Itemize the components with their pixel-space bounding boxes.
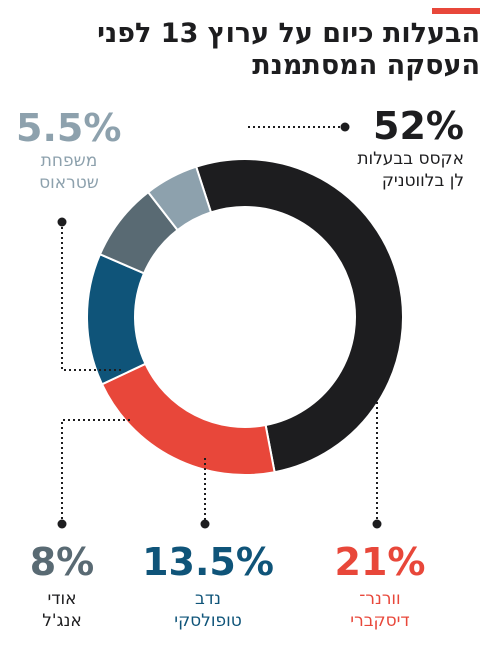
pct-label-slice-0: 52% (373, 104, 464, 148)
chart-title-line-2: העסקה המסתמנת (252, 50, 480, 81)
leader-slice-1-dot (372, 519, 382, 529)
name-label-slice-0-line-1: אקסס בבעלות (357, 149, 464, 169)
chart-title-line-1: הבעלות כיום על ערוץ 13 לפני (97, 18, 480, 49)
leader-slice-3 (61, 419, 130, 524)
donut-slice-4 (146, 165, 213, 232)
pct-label-slice-1: 21% (334, 540, 426, 584)
pct-label-slice-4: 5.5% (16, 106, 122, 150)
name-label-slice-4: משפחת שטראוס (16, 150, 122, 194)
name-label-slice-0-line-2: לן בלווטניק (381, 171, 464, 191)
donut-slice-2 (86, 252, 147, 386)
name-label-slice-0: אקסס בבעלות לן בלווטניק (357, 148, 464, 192)
pct-label-slice-2: 13.5% (142, 540, 274, 584)
name-label-slice-4-line-2: שטראוס (39, 173, 99, 193)
accent-bar (432, 8, 480, 14)
leader-slice-4-dot (57, 217, 67, 227)
name-label-slice-1-line-2: דיסקברי (350, 611, 410, 631)
chart-title: הבעלות כיום על ערוץ 13 לפני העסקה המסתמנ… (40, 18, 480, 82)
leader-slice-0-dot (340, 122, 350, 132)
leader-slice-2-dot (200, 519, 210, 529)
name-label-slice-2-line-2: טופולסקי (174, 611, 242, 631)
donut-slice-1 (100, 362, 276, 476)
donut-slice-0 (194, 158, 404, 474)
name-label-slice-3-line-2: אנג'ל (42, 611, 82, 631)
leader-slice-3-dot (57, 519, 67, 529)
name-label-slice-2: נדב טופולסקי (138, 588, 278, 632)
name-label-slice-1-line-1: וורנר־ (359, 589, 401, 609)
name-label-slice-3-line-1: אודי (47, 589, 77, 609)
name-label-slice-3: אודי אנג'ל (20, 588, 104, 632)
name-label-slice-4-line-1: משפחת (40, 151, 98, 171)
name-label-slice-2-line-1: נדב (195, 589, 221, 609)
name-label-slice-1: וורנר־ דיסקברי (330, 588, 430, 632)
pct-label-slice-3: 8% (29, 540, 95, 584)
